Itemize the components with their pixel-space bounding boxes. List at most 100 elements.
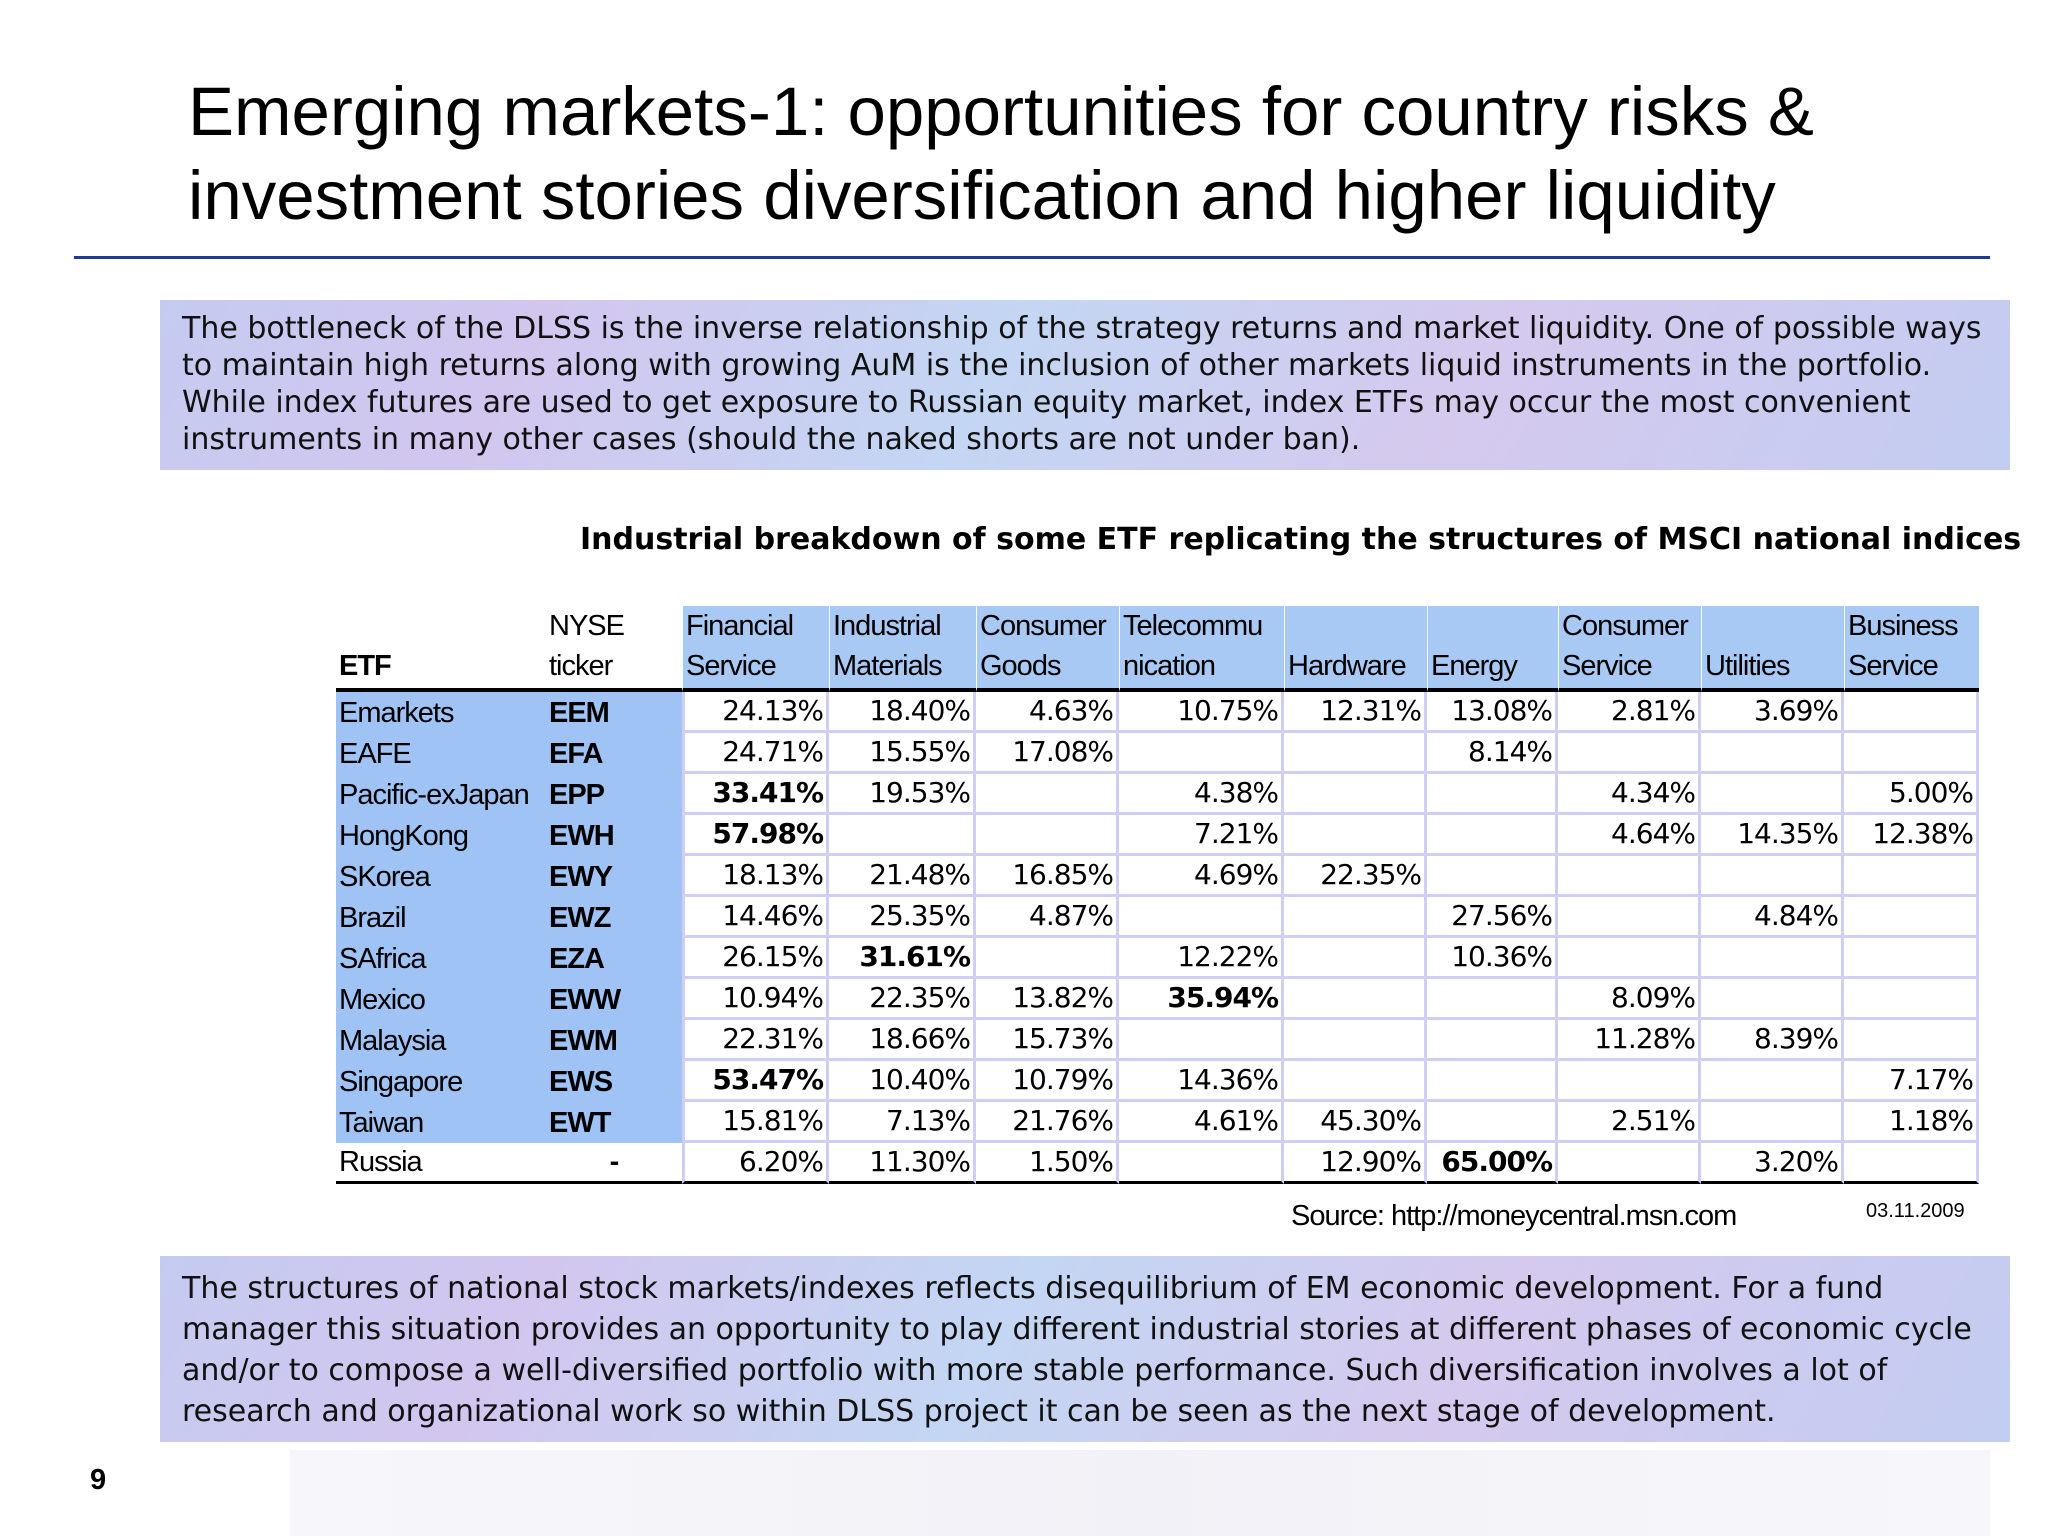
- header-consumer-goods: Consumer Goods: [976, 606, 1119, 692]
- header-line-2: Utilities: [1705, 650, 1790, 682]
- cell-business-service: 7.17%: [1844, 1061, 1979, 1102]
- header-consumer-service: Consumer Service: [1558, 606, 1701, 692]
- cell-consumer-goods: 16.85%: [976, 856, 1119, 897]
- cell-financial-service: 18.13%: [682, 856, 829, 897]
- cell-utilities: 3.69%: [1701, 692, 1844, 733]
- cell-financial-service: 10.94%: [682, 979, 829, 1020]
- etf-breakdown-table: ETF NYSE ticker Financial Service Indust…: [336, 606, 1979, 1184]
- table-row-safrica: SAfrica EZA 26.15% 31.61% 12.22% 10.36%: [336, 938, 1979, 979]
- table-header-row: ETF NYSE ticker Financial Service Indust…: [336, 606, 1979, 692]
- cell-industrial-materials: 31.61%: [829, 938, 976, 979]
- cell-financial-service: 33.41%: [682, 774, 829, 815]
- header-line-1: Industrial: [833, 610, 942, 642]
- header-line-1: [1431, 606, 1555, 646]
- cell-telecommunication: 35.94%: [1119, 979, 1284, 1020]
- cell-energy: 65.00%: [1427, 1143, 1558, 1184]
- cell-business-service: [1844, 692, 1979, 733]
- cell-energy: [1427, 856, 1558, 897]
- etf-name: Malaysia: [336, 1020, 546, 1061]
- cell-consumer-goods: 17.08%: [976, 733, 1119, 774]
- table-row-eafe: EAFE EFA 24.71% 15.55% 17.08% 8.14%: [336, 733, 1979, 774]
- cell-energy: [1427, 1020, 1558, 1061]
- header-line-2: Hardware: [1288, 650, 1407, 682]
- cell-financial-service: 26.15%: [682, 938, 829, 979]
- cell-utilities: 14.35%: [1701, 815, 1844, 856]
- cell-consumer-goods: [976, 938, 1119, 979]
- cell-industrial-materials: [829, 815, 976, 856]
- cell-consumer-service: [1558, 938, 1701, 979]
- cell-telecommunication: 4.61%: [1119, 1102, 1284, 1143]
- cell-financial-service: 57.98%: [682, 815, 829, 856]
- header-line-2: Service: [1848, 650, 1939, 682]
- cell-energy: [1427, 774, 1558, 815]
- etf-name: Taiwan: [336, 1102, 546, 1143]
- cell-industrial-materials: 18.66%: [829, 1020, 976, 1061]
- cell-business-service: [1844, 897, 1979, 938]
- cell-consumer-service: 2.81%: [1558, 692, 1701, 733]
- cell-industrial-materials: 21.48%: [829, 856, 976, 897]
- cell-telecommunication: [1119, 897, 1284, 938]
- etf-name: HongKong: [336, 815, 546, 856]
- etf-ticker: EZA: [546, 938, 682, 979]
- cell-telecommunication: 10.75%: [1119, 692, 1284, 733]
- cell-financial-service: 22.31%: [682, 1020, 829, 1061]
- cell-hardware: [1284, 1061, 1427, 1102]
- cell-consumer-service: 8.09%: [1558, 979, 1701, 1020]
- cell-consumer-goods: 13.82%: [976, 979, 1119, 1020]
- cell-financial-service: 53.47%: [682, 1061, 829, 1102]
- header-industrial-materials: Industrial Materials: [829, 606, 976, 692]
- cell-consumer-goods: [976, 815, 1119, 856]
- cell-business-service: [1844, 733, 1979, 774]
- etf-name: Pacific-exJapan: [336, 774, 546, 815]
- cell-hardware: 22.35%: [1284, 856, 1427, 897]
- header-line-2: Service: [1562, 650, 1653, 682]
- table-row-taiwan: Taiwan EWT 15.81% 7.13% 21.76% 4.61% 45.…: [336, 1102, 1979, 1143]
- etf-ticker: EPP: [546, 774, 682, 815]
- header-line-1: Financial: [686, 610, 794, 642]
- header-line-2: Materials: [833, 650, 943, 682]
- cell-energy: 10.36%: [1427, 938, 1558, 979]
- background-decoration: [290, 1450, 1990, 1536]
- cell-telecommunication: 4.69%: [1119, 856, 1284, 897]
- cell-consumer-service: 4.34%: [1558, 774, 1701, 815]
- cell-industrial-materials: 19.53%: [829, 774, 976, 815]
- etf-ticker: EWM: [546, 1020, 682, 1061]
- cell-consumer-service: 4.64%: [1558, 815, 1701, 856]
- cell-hardware: [1284, 938, 1427, 979]
- cell-consumer-service: 2.51%: [1558, 1102, 1701, 1143]
- etf-name: Singapore: [336, 1061, 546, 1102]
- page-number: 9: [90, 1464, 107, 1496]
- cell-consumer-goods: 4.63%: [976, 692, 1119, 733]
- cell-utilities: [1701, 774, 1844, 815]
- cell-business-service: [1844, 1020, 1979, 1061]
- etf-ticker: EWH: [546, 815, 682, 856]
- cell-utilities: 3.20%: [1701, 1143, 1844, 1184]
- cell-consumer-goods: 15.73%: [976, 1020, 1119, 1061]
- cell-hardware: [1284, 1020, 1427, 1061]
- table-row-pacific-exjapan: Pacific-exJapan EPP 33.41% 19.53% 4.38% …: [336, 774, 1979, 815]
- cell-telecommunication: 12.22%: [1119, 938, 1284, 979]
- cell-industrial-materials: 11.30%: [829, 1143, 976, 1184]
- cell-utilities: [1701, 1102, 1844, 1143]
- slide-title: Emerging markets-1: opportunities for co…: [188, 70, 1948, 238]
- cell-hardware: [1284, 979, 1427, 1020]
- source-note: Source: http://moneycentral.msn.com: [1291, 1200, 1737, 1232]
- table-row-hongkong: HongKong EWH 57.98% 7.21% 4.64% 14.35% 1…: [336, 815, 1979, 856]
- cell-financial-service: 14.46%: [682, 897, 829, 938]
- cell-consumer-goods: 21.76%: [976, 1102, 1119, 1143]
- cell-business-service: 1.18%: [1844, 1102, 1979, 1143]
- etf-name: Mexico: [336, 979, 546, 1020]
- etf-ticker: EFA: [546, 733, 682, 774]
- cell-consumer-goods: 10.79%: [976, 1061, 1119, 1102]
- cell-utilities: [1701, 979, 1844, 1020]
- cell-hardware: 12.31%: [1284, 692, 1427, 733]
- header-ticker: NYSE ticker: [546, 606, 682, 692]
- header-line-2: Energy: [1431, 650, 1518, 682]
- header-line-2: nication: [1123, 650, 1216, 682]
- etf-name: SAfrica: [336, 938, 546, 979]
- etf-ticker: EWY: [546, 856, 682, 897]
- header-energy: Energy: [1427, 606, 1558, 692]
- cell-utilities: [1701, 1061, 1844, 1102]
- cell-telecommunication: 4.38%: [1119, 774, 1284, 815]
- header-line-2: Service: [686, 650, 777, 682]
